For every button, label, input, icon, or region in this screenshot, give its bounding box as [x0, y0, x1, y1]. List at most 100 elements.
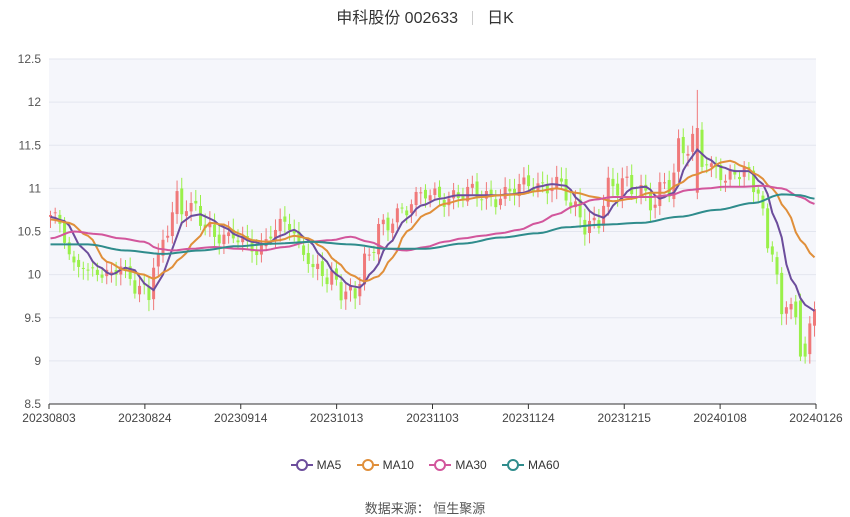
candle-body	[175, 191, 179, 215]
candle-body	[348, 285, 352, 291]
candle-body	[775, 257, 779, 275]
data-source: 数据来源： 恒生聚源	[364, 501, 486, 516]
x-tick-label: 20231215	[598, 411, 652, 425]
candle-body	[681, 136, 685, 154]
candle-body	[100, 274, 104, 278]
candle-body	[198, 205, 202, 226]
x-tick-label: 20240108	[693, 411, 747, 425]
gridlines	[49, 58, 816, 405]
candle-body	[152, 267, 156, 300]
candle-body	[81, 267, 85, 269]
candle-body	[255, 250, 259, 256]
legend-ma60-label: MA60	[528, 458, 560, 472]
candle-body	[625, 176, 629, 178]
candle-body	[752, 170, 756, 193]
candle-body	[386, 217, 390, 231]
candle-body	[667, 179, 671, 197]
legend-ma60[interactable]: MA60	[502, 458, 559, 472]
candle-body	[161, 239, 165, 256]
candle-body	[227, 232, 231, 237]
ma5-line	[50, 148, 816, 312]
candle-body	[452, 190, 456, 199]
candle-body	[508, 188, 512, 192]
candle-body	[358, 284, 362, 297]
candle-body	[433, 188, 437, 195]
legend-ma30-label: MA30	[455, 458, 487, 472]
candle-body	[677, 138, 681, 172]
candle-body	[269, 236, 273, 239]
legend-ma10[interactable]: MA10	[356, 458, 414, 472]
candle-body	[602, 205, 606, 226]
x-tick-label: 20231124	[502, 411, 555, 425]
candle-body	[447, 198, 451, 206]
candle-body	[470, 183, 474, 188]
candle-body	[292, 229, 296, 234]
candle-body	[756, 189, 760, 194]
candle-body	[245, 236, 249, 238]
candle-body	[583, 219, 587, 235]
candle-body	[784, 307, 788, 314]
candle-body	[705, 164, 709, 166]
candle-body	[719, 165, 723, 181]
candle-body	[513, 188, 517, 195]
candle-body	[728, 170, 732, 180]
candle-body	[67, 242, 71, 255]
candle-body	[72, 256, 76, 263]
x-tick-label: 20231013	[310, 411, 364, 425]
candle-body	[166, 235, 170, 238]
candle-body	[466, 186, 470, 202]
candle-body	[630, 174, 634, 195]
candle-body	[414, 191, 418, 206]
candle-body	[138, 285, 142, 295]
candle-body	[798, 300, 802, 357]
candle-body	[395, 208, 399, 223]
candle-body	[353, 288, 357, 299]
candle-body	[419, 192, 423, 194]
candle-body	[616, 183, 620, 196]
legend-ma5[interactable]: MA5	[290, 458, 341, 472]
candle-body	[686, 153, 690, 156]
candle-body	[709, 163, 713, 167]
candle-body	[691, 133, 695, 152]
candle-body	[391, 223, 395, 233]
candle-body	[278, 218, 282, 231]
candle-body	[372, 252, 376, 254]
candle-body	[517, 184, 521, 197]
candle-body	[194, 200, 198, 204]
ma30-line	[50, 184, 815, 252]
candle-body	[77, 259, 81, 267]
candle-body	[606, 177, 610, 207]
candle-body	[569, 202, 573, 208]
candle-body	[639, 185, 643, 196]
candle-body	[208, 222, 212, 228]
x-tick-label: 20230803	[22, 411, 76, 425]
candle-body	[330, 270, 334, 285]
candle-body	[302, 245, 306, 255]
legend-ma30[interactable]: MA30	[429, 458, 487, 472]
candles	[49, 89, 816, 364]
candle-body	[723, 180, 727, 183]
candle-body	[555, 176, 559, 190]
candle-body	[213, 224, 217, 237]
candle-body	[53, 212, 57, 214]
candle-body	[733, 169, 737, 175]
ma60-line	[50, 193, 815, 255]
candle-body	[217, 234, 221, 244]
candle-body	[803, 343, 807, 357]
candle-body	[222, 234, 226, 245]
candle-body	[363, 253, 367, 285]
candle-body	[780, 272, 784, 315]
candle-body	[700, 129, 704, 167]
moving-average-lines	[50, 148, 816, 312]
candle-body	[316, 263, 320, 270]
candle-body	[578, 199, 582, 218]
candle-body	[339, 282, 343, 301]
candle-body	[95, 269, 99, 275]
candle-body	[808, 323, 812, 355]
candle-body	[133, 280, 137, 294]
legend-ma60-marker	[502, 459, 525, 471]
candle-body	[438, 186, 442, 198]
candle-body	[283, 216, 287, 222]
candle-body	[344, 291, 348, 300]
